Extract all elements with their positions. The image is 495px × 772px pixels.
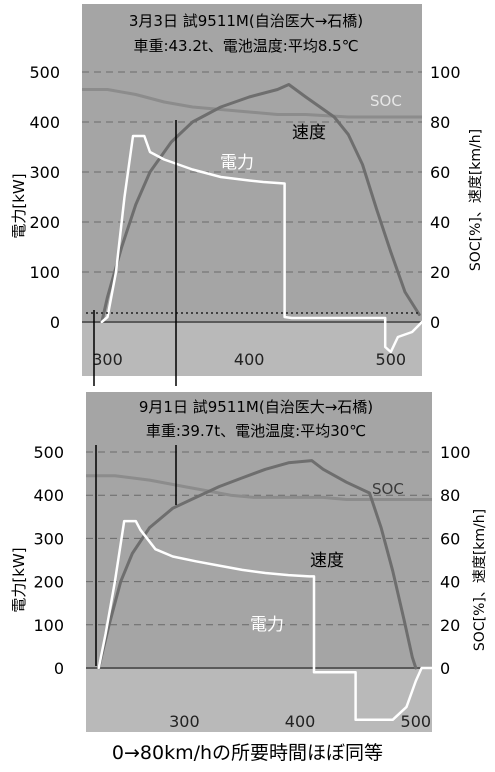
x-tick-label: 300 [92,350,123,369]
y-tick-label: 300 [29,163,60,182]
x-axis-band-1 [82,322,422,376]
y2-ticks-2: 0 20 40 60 80 100 [440,443,471,678]
series-soc-line [86,474,432,501]
y2-axis-label-1: SOC[%]、速度[km/h] [468,129,484,271]
x-axis-band-2 [86,668,432,732]
y-ticks-2: 0 100 200 300 400 500 [33,443,64,678]
chart-subtitle-2: 車重:39.7t、電池温度:平均30℃ [146,422,366,440]
y-tick-label: 200 [29,213,60,232]
y2-ticks-1: 0 20 40 60 80 100 [430,63,461,332]
x-ticks-1: 300 400 500 [92,350,406,369]
y2-tick-label: 0 [440,659,450,678]
y2-tick-label: 40 [440,573,460,592]
y-tick-label: 100 [33,616,64,635]
y-tick-label: 200 [33,573,64,592]
annotation-speed-1: 速度 [292,123,326,143]
series-power-line [100,134,422,354]
y-tick-label: 400 [29,113,60,132]
y-tick-label: 400 [33,486,64,505]
x-ticks-2: 300 400 500 [169,712,431,731]
y2-tick-label: 100 [430,63,461,82]
series-speed-line [97,459,418,670]
y-tick-label: 100 [29,263,60,282]
x-tick-label: 400 [234,350,265,369]
y-tick-label: 300 [33,529,64,548]
y2-tick-label: 40 [430,213,450,232]
chart-title-2: 9月1日 試9511M(自治医大→石橋) [139,398,373,416]
y-tick-label: 500 [33,443,64,462]
y2-axis-label-2: SOC[%]、速度[km/h] [472,509,488,651]
x-tick-label: 300 [169,712,200,731]
series-group-2 [86,459,432,722]
y2-tick-label: 80 [430,113,450,132]
series-group-1 [82,83,422,354]
annotation-soc-2: SOC [372,480,404,498]
y2-tick-label: 60 [440,529,460,548]
y-tick-label: 0 [54,659,64,678]
y2-tick-label: 60 [430,163,450,182]
y-tick-label: 500 [29,63,60,82]
plot-area-1 [82,4,422,376]
y2-tick-label: 80 [440,486,460,505]
annotation-speed-2: 速度 [310,551,344,571]
annotation-power-1: 電力 [220,153,254,173]
annotation-power-2: 電力 [250,615,284,635]
y-ticks-1: 0 100 200 300 400 500 [29,63,60,332]
y2-tick-label: 0 [430,313,440,332]
series-speed-line [100,83,421,324]
y-tick-label: 0 [50,313,60,332]
annotation-soc-1: SOC [370,92,402,110]
y2-tick-label: 20 [440,616,460,635]
series-soc-line [82,88,422,119]
gridlines-1 [82,71,422,323]
x-tick-label: 500 [376,350,407,369]
chart-subtitle-1: 車重:43.2t、電池温度:平均8.5℃ [133,37,358,55]
gridlines-2 [86,451,432,669]
panel-1: 3月3日 試9511M(自治医大→石橋) 車重:43.2t、電池温度:平均8.5… [10,4,484,376]
chart-title-1: 3月3日 試9511M(自治医大→石橋) [129,12,363,30]
x-tick-label: 400 [285,712,316,731]
y-axis-label-2: 電力[kW] [10,547,28,612]
x-tick-label: 500 [401,712,432,731]
panel-2: 9月1日 試9511M(自治医大→石橋) 車重:39.7t、電池温度:平均30℃… [10,392,488,732]
y2-tick-label: 100 [440,443,471,462]
y2-tick-label: 20 [430,263,450,282]
series-power-line [97,519,432,722]
y-axis-label-1: 電力[kW] [10,173,28,238]
figure-caption: 0→80km/hの所要時間ほぼ同等 [111,742,384,764]
